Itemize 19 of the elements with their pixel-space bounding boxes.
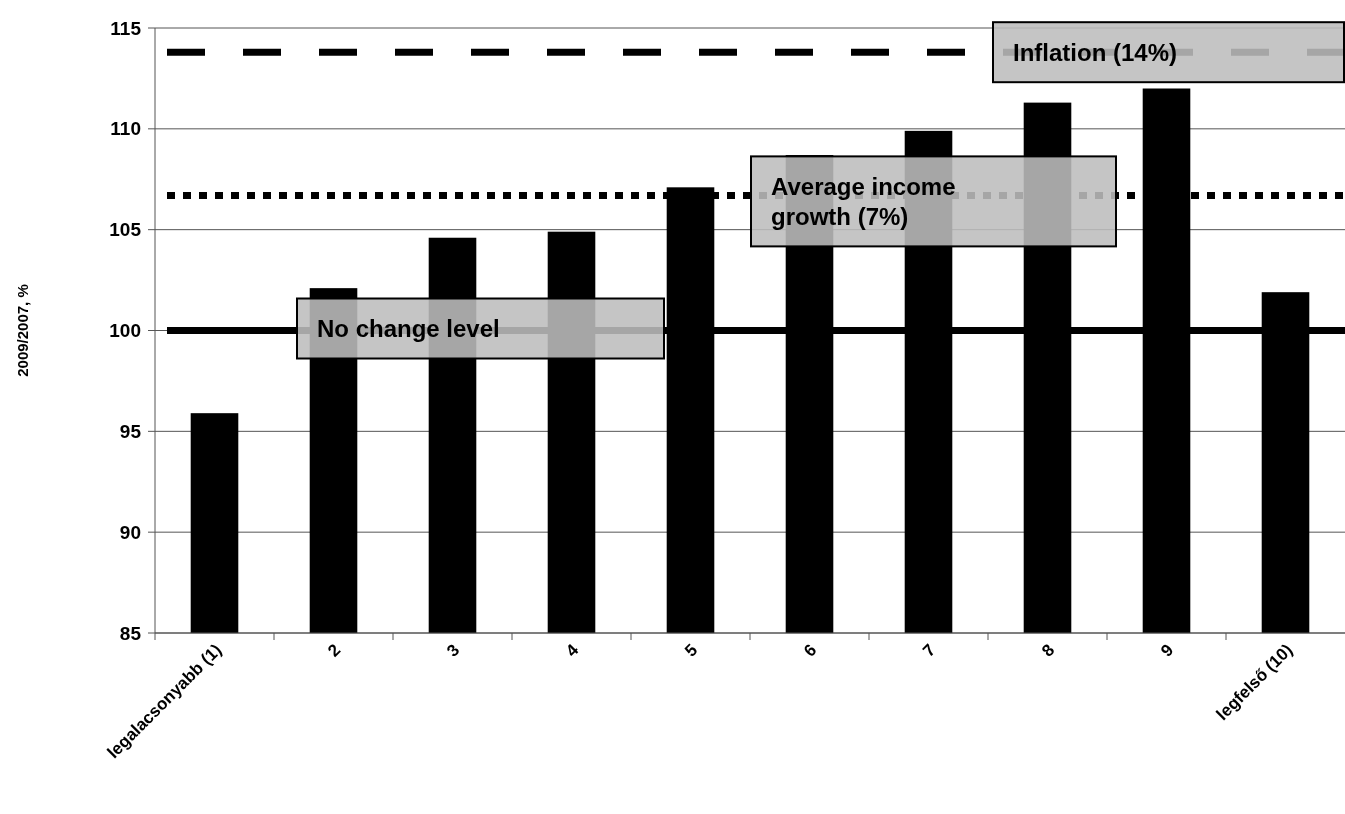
x-tick-label: 8 <box>1038 640 1059 661</box>
y-tick-label: 105 <box>109 219 142 241</box>
y-tick-label: 115 <box>110 17 142 39</box>
y-tick-label: 85 <box>119 622 142 644</box>
x-tick-label: 3 <box>443 640 464 661</box>
x-tick-label: 5 <box>681 640 702 661</box>
ref-line-label: Average income growth (7%) <box>771 172 956 230</box>
y-tick-label: 100 <box>109 320 141 342</box>
y-axis-title: 2009/2007, % <box>14 284 31 377</box>
x-tick-label: 6 <box>800 640 821 661</box>
x-tick-label: 4 <box>562 640 583 661</box>
x-tick-label: 7 <box>919 640 940 661</box>
y-tick-label: 110 <box>110 118 141 140</box>
y-tick-label: 95 <box>119 420 142 442</box>
ref-line-label: No change level <box>317 314 500 342</box>
y-tick-label: 90 <box>119 521 141 543</box>
x-tick-label: 9 <box>1157 640 1178 661</box>
x-tick-label: 2 <box>324 640 345 661</box>
ref-line-label: Inflation (14%) <box>1013 38 1178 66</box>
